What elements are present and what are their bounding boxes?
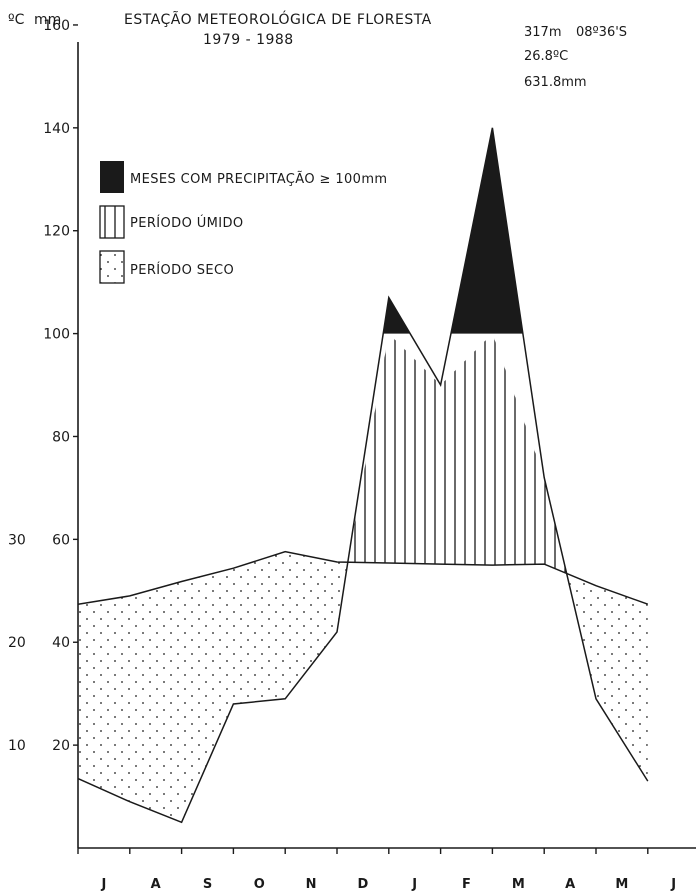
month-label: M: [512, 877, 525, 892]
humid-period-area: [347, 333, 567, 574]
mm-tick-label: 60: [52, 532, 70, 548]
month-label: F: [462, 877, 471, 892]
y-axis-ticks: 20 40 60 80 100 120 140 160 10 20 30: [8, 18, 78, 754]
station-latitude: 08º36'S: [576, 25, 627, 40]
chart-title: ESTAÇÃO METEOROLÓGICA DE FLORESTA: [124, 10, 432, 28]
legend-swatch-solid: [100, 161, 124, 193]
month-label: S: [203, 877, 212, 892]
month-label: A: [151, 877, 161, 892]
mm-tick-label: 80: [52, 429, 70, 445]
mm-tick-label: 40: [52, 635, 70, 651]
mm-tick-label: 140: [43, 121, 70, 137]
month-label: O: [254, 877, 265, 892]
celsius-axis-label: ºC: [8, 12, 25, 28]
chart-series-lines: [78, 127, 649, 824]
celsius-tick-label: 10: [8, 738, 26, 754]
celsius-tick-label: 30: [8, 532, 26, 548]
chart-subtitle: 1979 - 1988: [203, 32, 294, 48]
dry-period-area: [566, 573, 648, 782]
station-altitude: 317m: [524, 25, 561, 40]
legend-label-dry-period: PERÍODO SECO: [130, 262, 234, 278]
mm-tick-label: 160: [43, 18, 70, 34]
month-label: D: [358, 877, 369, 892]
month-label: J: [411, 877, 417, 892]
mm-tick-label: 100: [43, 327, 70, 343]
month-label: J: [100, 877, 106, 892]
temperature-line: [78, 550, 649, 605]
mm-axis-label: mm: [34, 12, 61, 28]
station-mean-temperature: 26.8ºC: [524, 49, 568, 64]
legend: MESES COM PRECIPITAÇÃO ≥ 100mm PERÍODO Ú…: [99, 161, 387, 284]
legend-label-humid-period: PERÍODO ÚMIDO: [130, 215, 244, 231]
mm-tick-label: 120: [43, 224, 70, 240]
celsius-tick-label: 20: [8, 635, 26, 651]
station-annual-precipitation: 631.8mm: [524, 75, 587, 90]
mm-tick-label: 20: [52, 738, 70, 754]
month-label: J: [670, 877, 676, 892]
month-label: M: [615, 877, 628, 892]
legend-label-high-precipitation: MESES COM PRECIPITAÇÃO ≥ 100mm: [130, 171, 387, 187]
legend-swatch-vertical-lines: [99, 205, 125, 239]
high-precipitation-area: [451, 127, 523, 334]
precipitation-line: [78, 127, 649, 824]
high-precipitation-area: [383, 297, 411, 334]
legend-swatch-dots: [99, 250, 125, 284]
month-label: A: [565, 877, 575, 892]
dry-period-area: [78, 551, 348, 823]
month-label: N: [306, 877, 317, 892]
chart-fill-regions: [78, 127, 648, 823]
